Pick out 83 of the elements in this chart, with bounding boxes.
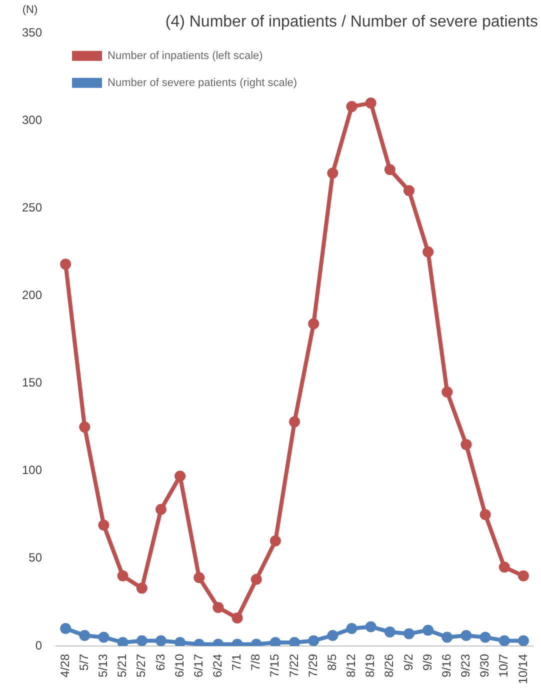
point [442,632,453,643]
point [212,602,224,613]
point [308,318,320,330]
y-tick-label: 300 [22,112,42,127]
x-tick-label: 6/3 [153,654,168,671]
x-tick-label: 9/9 [420,654,434,671]
y-tick-label: 150 [22,376,42,390]
x-tick-label: 8/26 [382,654,396,678]
point [422,246,434,258]
x-tick-label: 4/28 [58,654,72,678]
point [384,164,396,176]
point [518,635,529,646]
x-tick-label: 10/14 [516,654,530,684]
legend-label: Number of severe patients (right scale) [108,76,298,89]
point [174,636,186,646]
point [365,98,376,109]
point [250,574,262,585]
y-tick-label: 200 [22,288,42,302]
y-tick-label: 100 [22,463,42,478]
x-tick-label: 8/19 [363,654,378,678]
point [136,582,148,594]
point [270,535,281,546]
x-tick-label: 5/7 [76,654,91,671]
point [79,630,90,641]
y-axis-title: (N) [22,4,38,16]
x-tick-label: 9/30 [478,654,492,678]
point [403,628,414,640]
point [346,101,358,112]
point [117,636,128,646]
point [442,386,453,398]
point [498,562,510,573]
x-tick-label: 6/10 [172,654,186,678]
point [422,624,434,636]
point [289,416,300,428]
y-tick-label: 50 [28,550,42,565]
point [346,622,358,634]
point [136,635,148,646]
point [232,612,243,624]
point [403,185,414,196]
x-tick-label: 6/17 [191,654,206,678]
point [60,622,72,634]
point [480,509,491,520]
point [79,422,90,433]
point [308,635,320,646]
point [460,439,472,450]
point [480,632,491,643]
point [518,570,529,582]
x-tick-label: 5/21 [115,654,130,678]
x-tick-label: 7/29 [306,654,320,678]
x-tick-label: 7/22 [286,654,301,678]
x-tick-label: 7/8 [248,654,263,671]
x-tick-label: 7/1 [230,654,244,671]
y-tick-label: 250 [22,200,42,214]
x-tick-label: 5/27 [134,654,148,678]
point [327,168,338,179]
point [498,635,510,646]
point [117,570,128,582]
point [98,632,110,643]
point [289,636,300,646]
x-tick-label: 5/13 [96,654,110,678]
x-tick-label: 8/5 [324,654,339,671]
point [60,258,72,270]
point [270,636,281,646]
point [155,635,166,646]
point [327,630,338,641]
chart-title: (4) Number of inpatients / Number of severe patients [165,13,538,30]
point [365,621,376,632]
point [155,504,166,515]
x-tick-label: 6/24 [210,654,224,678]
x-tick-label: 9/2 [401,654,416,671]
x-tick-label: 10/7 [496,654,511,678]
x-tick-label: 9/16 [439,654,454,678]
y-tick-label: 350 [22,25,42,40]
legend-label: Number of inpatients (left scale) [108,50,263,62]
point [460,630,472,641]
x-tick-label: 9/23 [458,654,473,678]
point [194,572,205,584]
point [98,520,110,531]
x-tick-label: 8/12 [344,654,358,678]
point [174,470,186,482]
x-tick-label: 7/15 [268,654,282,678]
point [384,626,396,638]
y-tick-label: 0 [35,638,42,652]
